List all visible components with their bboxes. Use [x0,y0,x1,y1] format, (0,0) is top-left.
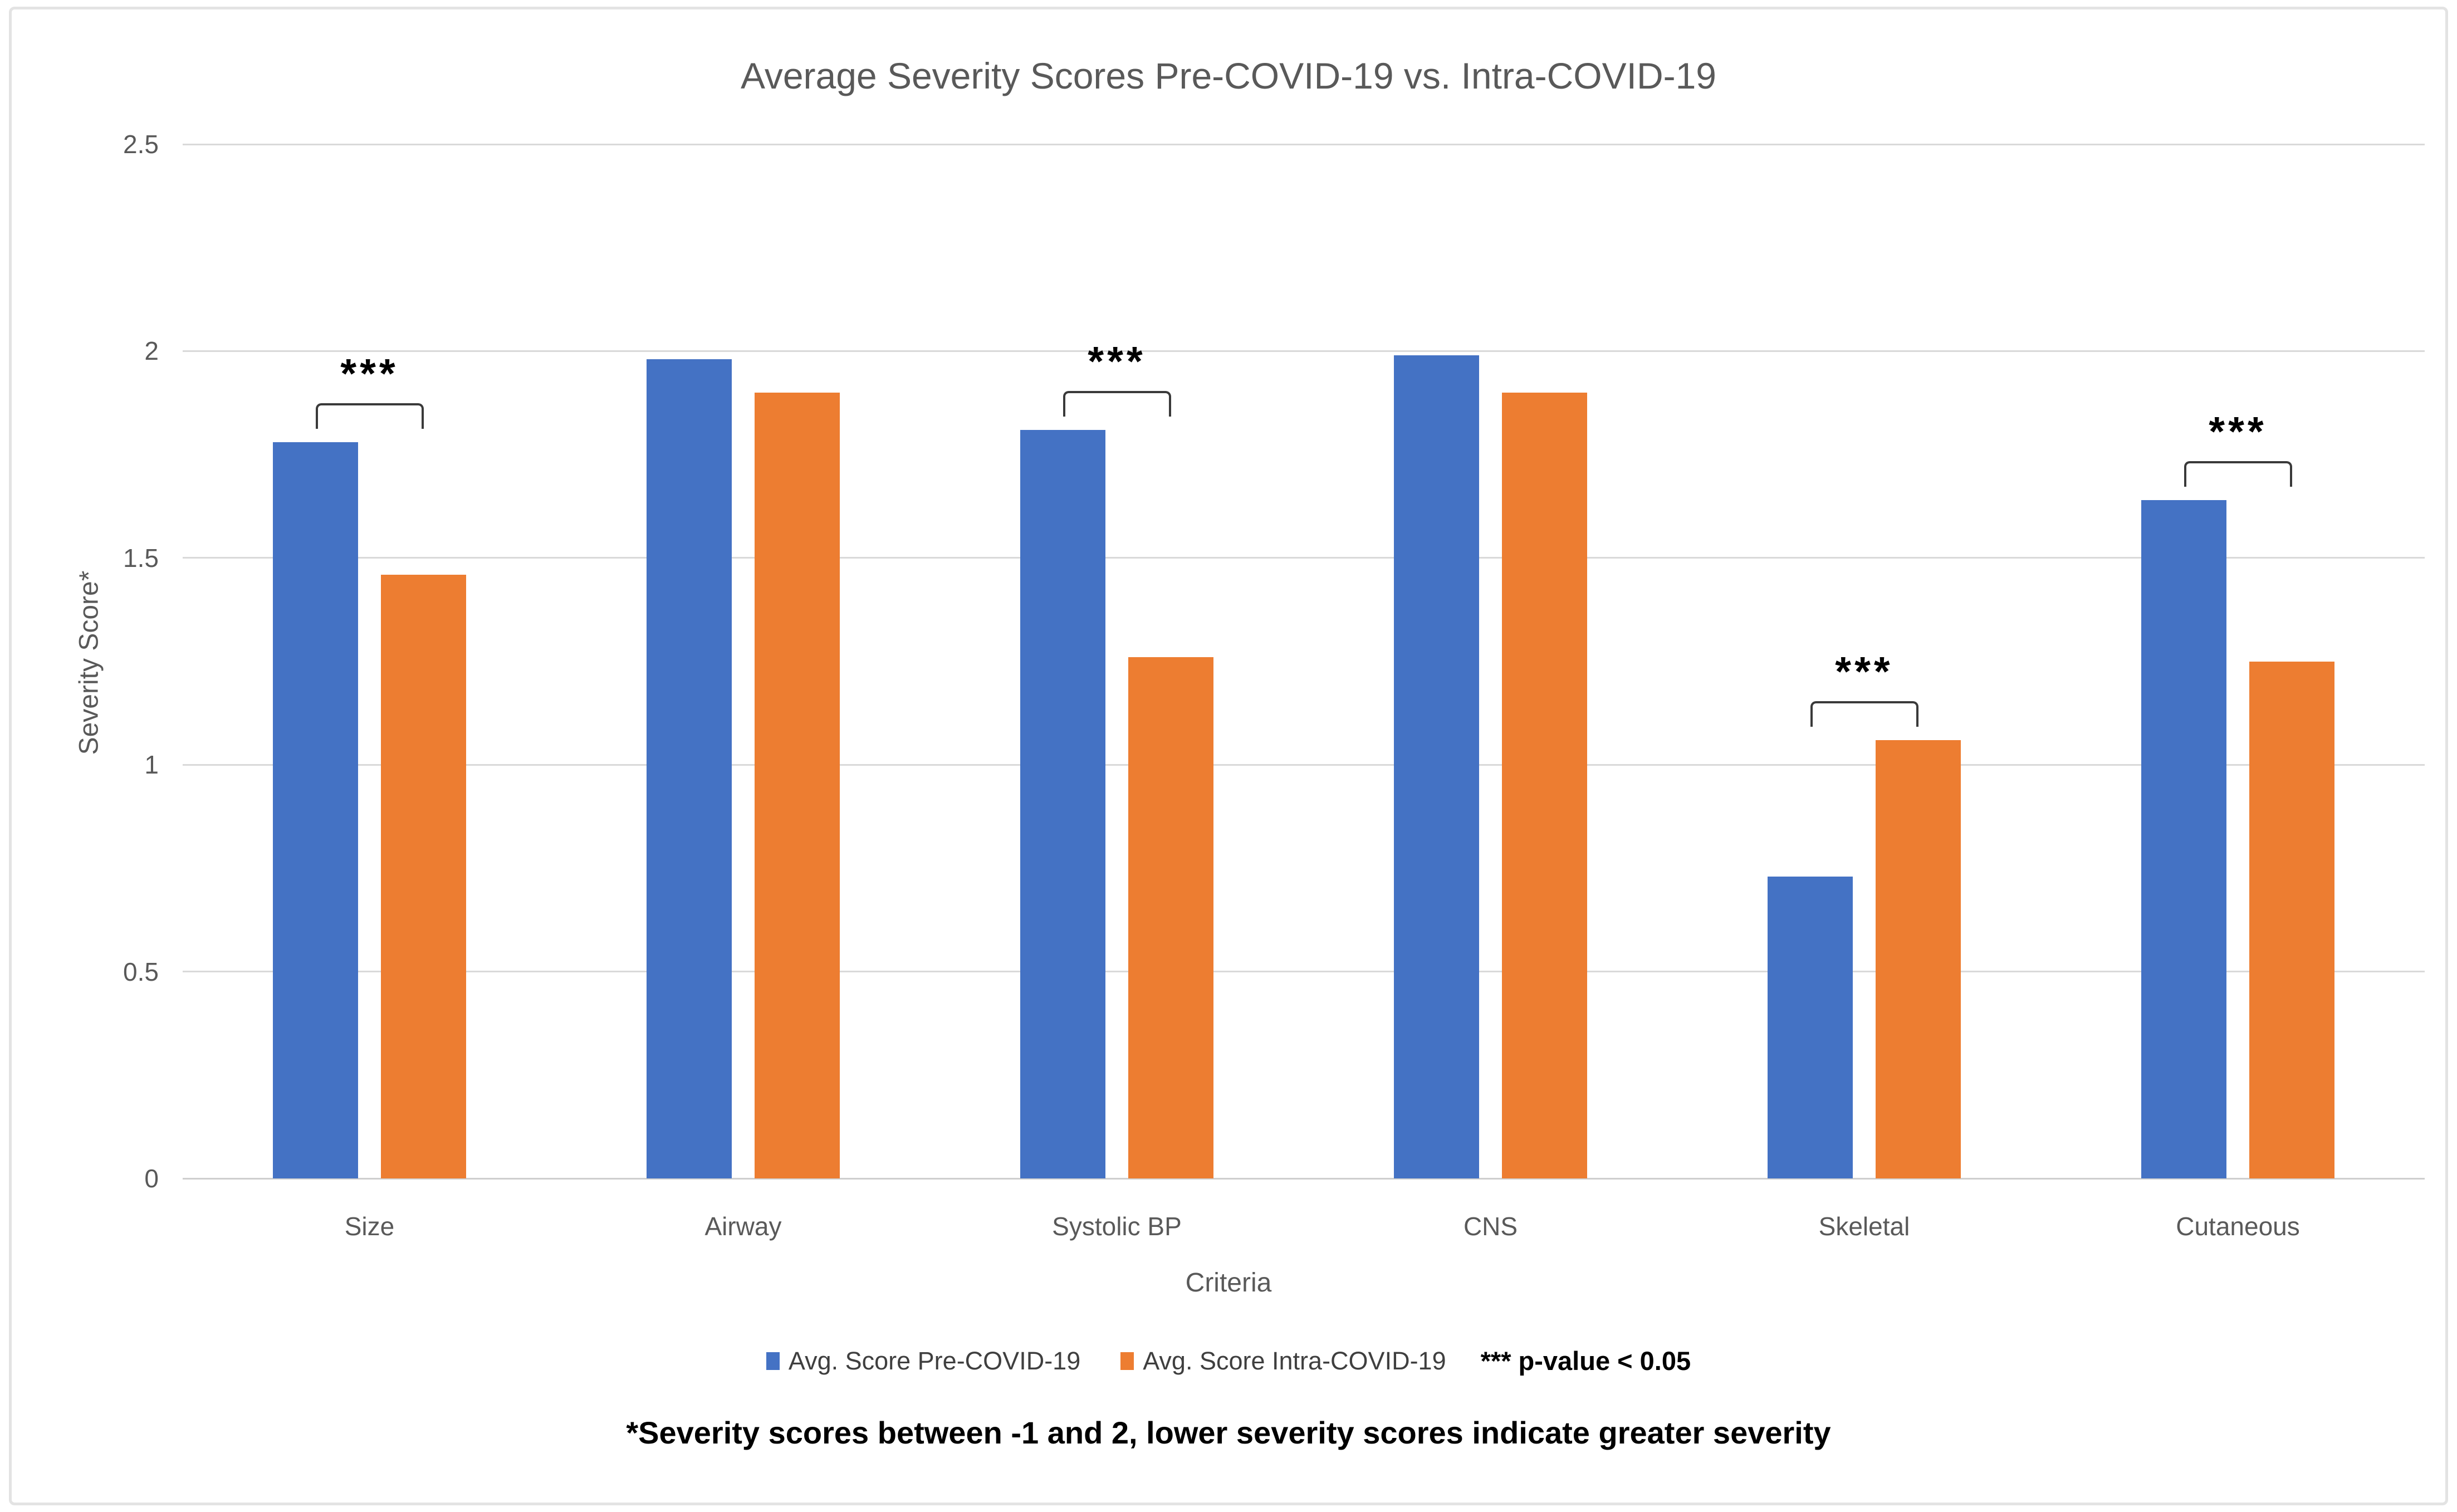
bar-pre-cns [1394,355,1479,1178]
bar-intra-size [381,574,466,1178]
significance-marker-cutaneous: *** [2209,408,2267,454]
x-category-label-systolic-bp: Systolic BP [1052,1212,1182,1241]
bar-pre-size [273,442,358,1178]
x-axis-title: Criteria [1185,1268,1272,1298]
x-category-label-cns: CNS [1463,1212,1518,1241]
significance-marker-skeletal: *** [1835,648,1893,694]
x-category-label-skeletal: Skeletal [1818,1212,1910,1241]
bar-intra-airway [755,392,840,1178]
y-tick-label: 1 [144,750,159,780]
significance-bracket-systolic-bp [1063,390,1171,417]
bar-pre-systolic-bp [1020,429,1105,1178]
y-axis-title: Severity Score* [74,570,104,755]
legend: Avg. Score Pre-COVID-19 Avg. Score Intra… [0,1345,2457,1376]
chart-title: Average Severity Scores Pre-COVID-19 vs.… [740,55,1717,96]
legend-label-pre-covid: Avg. Score Pre-COVID-19 [788,1346,1081,1375]
bar-intra-systolic-bp [1128,657,1213,1178]
p-value-note: *** p-value < 0.05 [1480,1346,1691,1376]
y-tick-label: 2.5 [123,130,159,159]
y-tick-label: 1.5 [123,543,159,572]
bar-pre-airway [647,359,732,1178]
chart-footnote: *Severity scores between -1 and 2, lower… [626,1415,1831,1450]
x-category-label-airway: Airway [704,1212,782,1241]
legend-item-intra-covid: Avg. Score Intra-COVID-19 [1120,1347,1446,1376]
y-tick-label: 0.5 [123,957,159,986]
bar-intra-cutaneous [2249,661,2334,1178]
x-category-label-cutaneous: Cutaneous [2176,1212,2300,1241]
gridline [183,143,2425,145]
x-category-label-size: Size [344,1212,395,1241]
bar-pre-cutaneous [2141,500,2226,1178]
significance-bracket-size [315,403,424,429]
y-tick-label: 2 [144,336,159,366]
gridline [183,350,2425,352]
bar-intra-skeletal [1876,740,1961,1178]
significance-marker-size: *** [340,350,399,397]
significance-marker-systolic-bp: *** [1088,337,1146,384]
bar-intra-cns [1502,392,1587,1178]
significance-bracket-cutaneous [2184,461,2292,487]
legend-item-pre-covid: Avg. Score Pre-COVID-19 [766,1347,1080,1376]
x-axis-line [183,1177,2425,1180]
significance-bracket-skeletal [1810,701,1918,727]
legend-swatch-pre-covid [766,1352,780,1370]
gridline [183,971,2425,973]
legend-label-intra-covid: Avg. Score Intra-COVID-19 [1143,1346,1446,1375]
y-tick-label: 0 [144,1164,159,1193]
gridline [183,557,2425,559]
gridline [183,764,2425,766]
bar-pre-skeletal [1768,876,1853,1178]
legend-swatch-intra-covid [1120,1352,1134,1370]
